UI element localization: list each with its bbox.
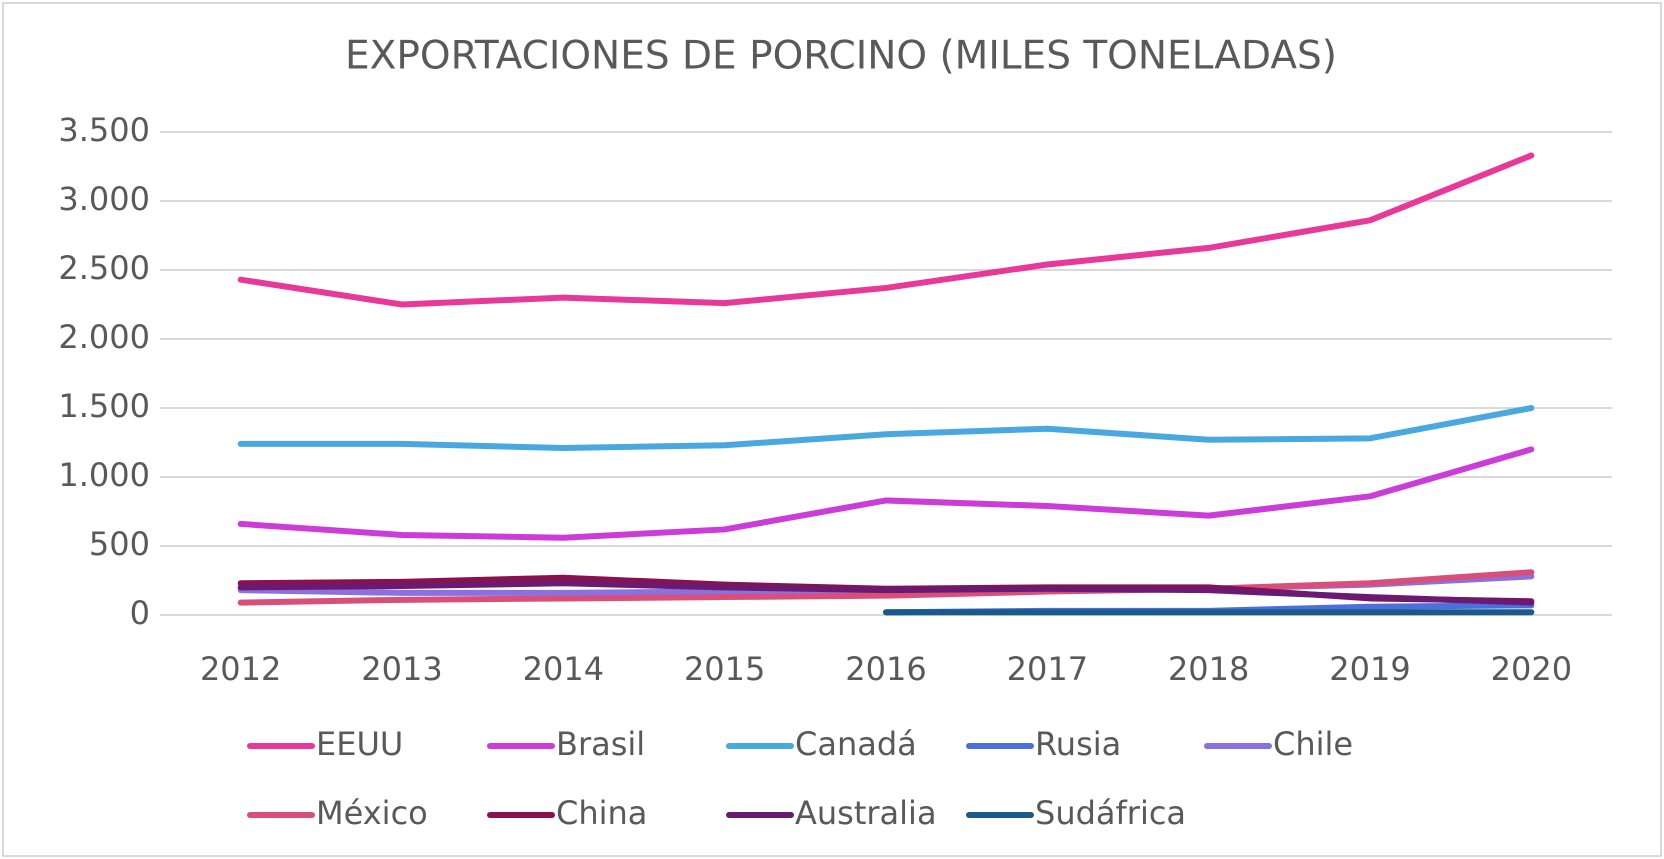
- x-tick-label: 2019: [1329, 650, 1410, 688]
- y-tick-label: 500: [89, 525, 150, 563]
- legend-label: Chile: [1273, 725, 1353, 763]
- legend-label: Australia: [795, 794, 937, 832]
- y-tick-label: 0: [130, 594, 150, 632]
- y-tick-label: 1.000: [58, 456, 150, 494]
- x-tick-label: 2014: [523, 650, 604, 688]
- legend-label: México: [316, 794, 428, 832]
- line-series: [237, 446, 1535, 541]
- legend-label: Brasil: [556, 725, 645, 763]
- legend-label: Canadá: [795, 725, 917, 763]
- line-series: [237, 405, 1535, 452]
- x-tick-label: 2012: [200, 650, 281, 688]
- legend-label: Rusia: [1035, 725, 1121, 763]
- x-tick-label: 2017: [1007, 650, 1088, 688]
- y-tick-label: 2.500: [58, 249, 150, 287]
- x-tick-label: 2018: [1168, 650, 1249, 688]
- line-series: [237, 152, 1535, 308]
- y-tick-label: 3.500: [58, 111, 150, 149]
- legend-label: Sudáfrica: [1035, 794, 1186, 832]
- x-tick-label: 2013: [361, 650, 442, 688]
- y-tick-label: 2.000: [58, 318, 150, 356]
- legend-label: EEUU: [316, 725, 403, 763]
- x-tick-label: 2016: [845, 650, 926, 688]
- legend-label: China: [556, 794, 647, 832]
- line-series: [237, 580, 1535, 606]
- x-tick-label: 2020: [1491, 650, 1572, 688]
- chart-title: EXPORTACIONES DE PORCINO (MILES TONELADA…: [345, 34, 1337, 79]
- y-tick-label: 3.000: [58, 180, 150, 218]
- x-tick-label: 2015: [684, 650, 765, 688]
- line-series: [237, 569, 1535, 606]
- y-tick-label: 1.500: [58, 387, 150, 425]
